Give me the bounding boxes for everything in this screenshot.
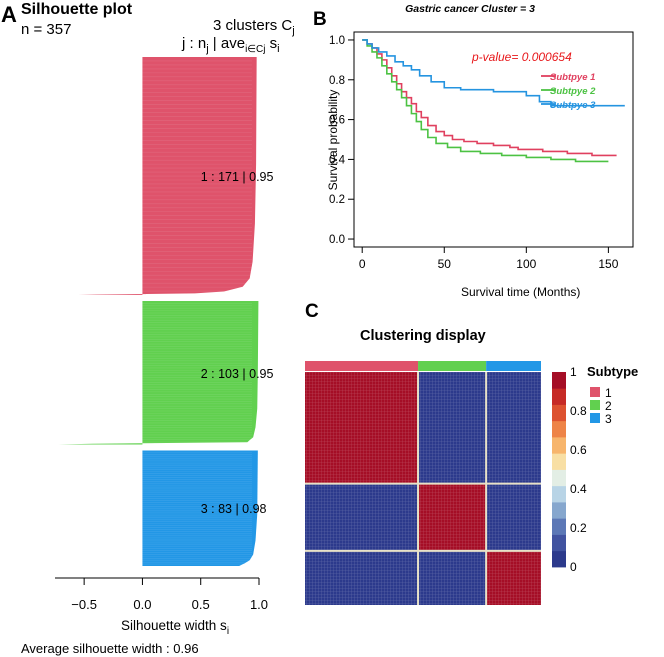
silhouette-x-tick-label: −0.5 bbox=[71, 597, 97, 612]
consensus-panel: C Clustering display 0 0.2 0.4 0.6 0.8 1 Subt… bbox=[305, 301, 638, 605]
annotation-bar-subtype-2 bbox=[418, 361, 487, 371]
silhouette-title: Silhouette plot bbox=[21, 1, 133, 18]
survival-x-tick-label: 50 bbox=[438, 257, 452, 271]
silhouette-panel: A Silhouette plot n = 357 3 clusters Cj … bbox=[1, 1, 295, 656]
survival-y-tick-label: 0.2 bbox=[329, 194, 345, 206]
heatmap-cells bbox=[305, 372, 541, 605]
silhouette-header-line1: 3 clusters Cj bbox=[213, 17, 295, 37]
survival-y-tick-label: 0.0 bbox=[329, 234, 345, 246]
silhouette-cluster-2 bbox=[58, 301, 259, 445]
survival-y-tick-label: 0.4 bbox=[329, 154, 346, 166]
heatmap-annotation-bar bbox=[305, 361, 541, 371]
legend-label-subtype-2: Subtpye 2 bbox=[550, 86, 596, 97]
colorbar-segment bbox=[552, 485, 566, 503]
colorbar-tick-label: 0.8 bbox=[570, 404, 587, 418]
survival-y-tick-label: 0.8 bbox=[329, 75, 345, 87]
survival-x-tick-label: 0 bbox=[359, 257, 366, 271]
colorbar-segment bbox=[552, 469, 566, 487]
colorbar-segment bbox=[552, 502, 566, 519]
colorbar-tick-label: 0.4 bbox=[570, 482, 587, 496]
subtype-legend-label-2: 2 bbox=[605, 399, 612, 413]
colorbar-segment bbox=[552, 437, 566, 454]
colorbar-segment bbox=[552, 453, 566, 470]
subtype-legend-swatch-2 bbox=[590, 400, 600, 410]
panel-letter-b: B bbox=[313, 9, 327, 30]
colorbar-segment bbox=[552, 550, 566, 568]
legend-label-subtype-1: Subtpye 1 bbox=[550, 72, 595, 83]
colorbar-tick-label: 0.2 bbox=[570, 521, 587, 535]
subtype-legend-title: Subtype bbox=[587, 364, 638, 379]
silhouette-bars bbox=[58, 57, 259, 566]
p-value-annotation: p-value= 0.000654 bbox=[471, 50, 572, 64]
colorbar-segment bbox=[552, 534, 566, 552]
subtype-legend-swatch-3 bbox=[590, 413, 600, 423]
colorbar-segment bbox=[552, 372, 566, 389]
silhouette-xlabel: Silhouette width si bbox=[121, 618, 229, 637]
silhouette-x-ticks: −0.5 0.0 0.5 1.0 bbox=[71, 578, 268, 612]
survival-legend: Subtpye 1 Subtpye 2 Subtpye 3 bbox=[541, 72, 596, 111]
annotation-bar-subtype-1 bbox=[305, 361, 419, 371]
panel-letter-a: A bbox=[1, 2, 17, 27]
colorbar-segment bbox=[552, 420, 566, 438]
silhouette-average-footer: Average silhouette width : 0.96 bbox=[21, 641, 199, 656]
subtype-legend-label-1: 1 bbox=[605, 386, 612, 400]
survival-curve-subtype-2 bbox=[362, 39, 609, 163]
silhouette-cluster-label: 3 : 83 | 0.98 bbox=[201, 502, 267, 516]
colorbar-segment bbox=[552, 388, 566, 405]
colorbar-tick-label: 1 bbox=[570, 365, 577, 379]
colorbar-tick-label: 0.6 bbox=[570, 443, 587, 457]
colorbar-segment bbox=[552, 404, 566, 422]
survival-x-tick-label: 100 bbox=[516, 257, 536, 271]
legend-label-subtype-3: Subtpye 3 bbox=[550, 100, 596, 111]
silhouette-header-line2: j : nj | avei∈Cj si bbox=[181, 35, 280, 55]
silhouette-cluster-3 bbox=[142, 450, 258, 566]
survival-title: Gastric cancer Cluster = 3 bbox=[405, 3, 535, 15]
subtype-legend-label-3: 3 bbox=[605, 412, 612, 426]
survival-y-tick-label: 1.0 bbox=[329, 35, 345, 47]
annotation-bar-subtype-3 bbox=[486, 361, 541, 371]
survival-xlabel: Survival time (Months) bbox=[461, 285, 580, 299]
silhouette-x-tick-label: 0.0 bbox=[133, 597, 151, 612]
survival-curves bbox=[362, 39, 625, 163]
panel-letter-c: C bbox=[305, 301, 319, 322]
colorbar-tick-label: 0 bbox=[570, 560, 577, 574]
survival-curve-subtype-1 bbox=[362, 39, 617, 157]
survival-panel: B Gastric cancer Cluster = 3 0 50 100 150 0.… bbox=[313, 3, 634, 299]
heatmap-title: Clustering display bbox=[360, 328, 486, 344]
silhouette-cluster-1 bbox=[78, 57, 257, 296]
heatmap-colorbar: 0 0.2 0.4 0.6 0.8 1 bbox=[552, 365, 587, 574]
survival-curve-subtype-3 bbox=[362, 39, 625, 107]
subtype-legend: Subtype 123 bbox=[587, 364, 638, 426]
survival-axes: 0 50 100 150 0.0 0.2 0.4 0.6 0.8 1.0 bbox=[329, 35, 619, 271]
survival-y-tick-label: 0.6 bbox=[329, 115, 345, 127]
silhouette-x-tick-label: 0.5 bbox=[192, 597, 210, 612]
silhouette-x-tick-label: 1.0 bbox=[250, 597, 268, 612]
survival-ylabel: Survival probability bbox=[326, 90, 340, 191]
colorbar-segment bbox=[552, 518, 566, 535]
silhouette-n: n = 357 bbox=[21, 21, 71, 38]
silhouette-cluster-label: 2 : 103 | 0.95 bbox=[201, 367, 274, 381]
silhouette-cluster-labels: 1 : 171 | 0.95 2 : 103 | 0.95 3 : 83 | 0.9… bbox=[201, 170, 274, 516]
survival-plot-frame bbox=[353, 31, 634, 248]
silhouette-cluster-label: 1 : 171 | 0.95 bbox=[201, 170, 274, 184]
subtype-legend-swatch-1 bbox=[590, 387, 600, 397]
survival-x-tick-label: 150 bbox=[598, 257, 618, 271]
